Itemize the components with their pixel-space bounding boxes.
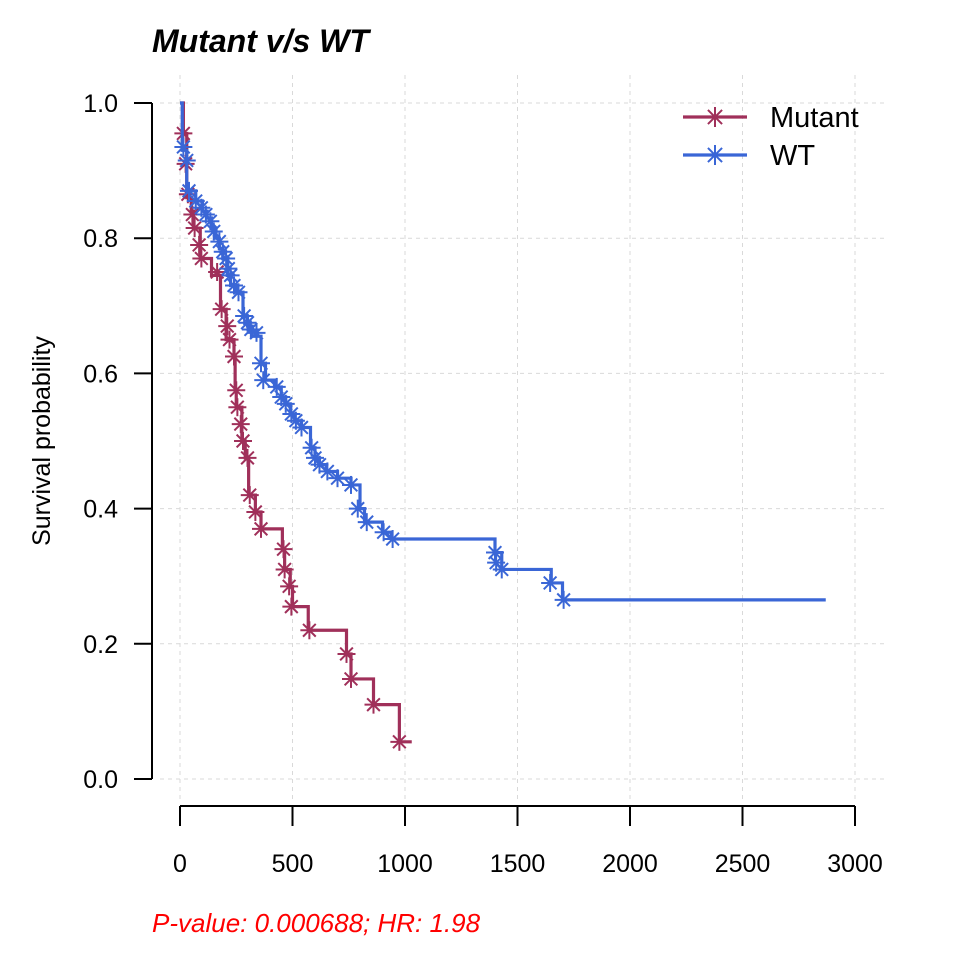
censor-mark-wt-33	[348, 499, 367, 518]
y-tick-label-3: 0.6	[83, 360, 118, 388]
x-tick-label-4: 2000	[602, 850, 658, 878]
censor-mark-wt-39	[492, 560, 511, 579]
series-line-wt	[180, 101, 826, 602]
censor-mark-mutant-7	[208, 263, 227, 281]
censor-mark-wt-30	[318, 462, 337, 481]
x-tick-label-6: 3000	[827, 850, 883, 878]
y-tick-label-4: 0.8	[83, 225, 118, 253]
censor-mark-mutant-28	[390, 732, 409, 751]
x-tick-label-0: 0	[173, 850, 187, 878]
censor-mark-wt-2	[180, 181, 198, 200]
censor-mark-mutant-21	[275, 560, 294, 579]
censor-mark-wt-32	[342, 475, 360, 494]
legend-label-wt: WT	[770, 140, 815, 172]
censor-mark-mutant-6	[192, 249, 211, 268]
censor-mark-wt-36	[383, 530, 402, 549]
censor-mark-mutant-12	[227, 381, 246, 400]
y-tick-label-5: 1.0	[83, 90, 118, 118]
censor-mark-wt-26	[292, 418, 311, 437]
x-tick-label-5: 2500	[715, 850, 771, 878]
x-tick-label-2: 1000	[377, 850, 433, 878]
censor-mark-mutant-20	[274, 540, 293, 559]
x-tick-label-3: 1500	[490, 850, 546, 878]
censor-mark-wt-40	[541, 573, 560, 592]
legend-marker-mutant	[705, 107, 725, 127]
y-tick-label-2: 0.4	[83, 496, 118, 524]
legend-marker-wt	[705, 145, 725, 165]
censor-mark-mutant-5	[190, 235, 209, 254]
censor-mark-mutant-19	[252, 519, 270, 538]
censor-mark-wt-20	[254, 371, 273, 390]
y-axis-title: Survival probability	[28, 336, 56, 546]
censor-mark-mutant-17	[240, 486, 259, 505]
grid	[160, 75, 885, 800]
legend: Mutant WT	[683, 102, 859, 172]
censor-mark-mutant-16	[238, 448, 257, 467]
censor-mark-mutant-24	[300, 621, 319, 640]
censor-mark-wt-19	[252, 354, 270, 373]
censor-mark-wt-18	[247, 323, 266, 342]
censor-mark-mutant-27	[364, 695, 383, 714]
censor-mark-mutant-13	[228, 398, 247, 417]
series-layer	[174, 101, 826, 751]
censor-mark-mutant-8	[212, 300, 231, 319]
censor-mark-mutant-11	[225, 347, 243, 366]
censor-mark-wt-1	[177, 151, 196, 170]
censor-mark-wt-34	[357, 513, 376, 532]
y-tick-label-1: 0.2	[83, 631, 118, 659]
stats-footnote: P-value: 0.000688; HR: 1.98	[152, 908, 481, 938]
censor-mark-mutant-22	[280, 577, 299, 596]
legend-label-mutant: Mutant	[770, 102, 859, 134]
censor-mark-mutant-4	[185, 219, 204, 238]
censor-mark-mutant-25	[337, 644, 356, 663]
censor-mark-wt-23	[276, 394, 295, 413]
censor-mark-wt-31	[328, 469, 347, 488]
y-tick-label-0: 0.0	[83, 766, 118, 794]
censor-mark-wt-14	[229, 283, 248, 302]
censor-mark-mutant-15	[234, 432, 252, 450]
censor-mark-mutant-9	[218, 317, 237, 336]
censor-mark-wt-7	[204, 222, 223, 241]
censor-mark-mutant-23	[282, 597, 301, 616]
x-tick-label-1: 500	[272, 850, 314, 878]
axes: 0 500 1000 1500 2000 2500 3000 0.0 0.2 0.4 0.6 0.8 1…	[83, 90, 883, 878]
censor-mark-mutant-10	[220, 330, 239, 349]
chart-title: Mutant v/s WT	[152, 23, 371, 59]
censor-mark-mutant-18	[246, 502, 265, 521]
censor-mark-wt-0	[174, 137, 193, 156]
censor-mark-wt-41	[554, 590, 573, 609]
censor-mark-mutant-26	[342, 669, 360, 688]
censor-mark-mutant-14	[231, 415, 250, 434]
